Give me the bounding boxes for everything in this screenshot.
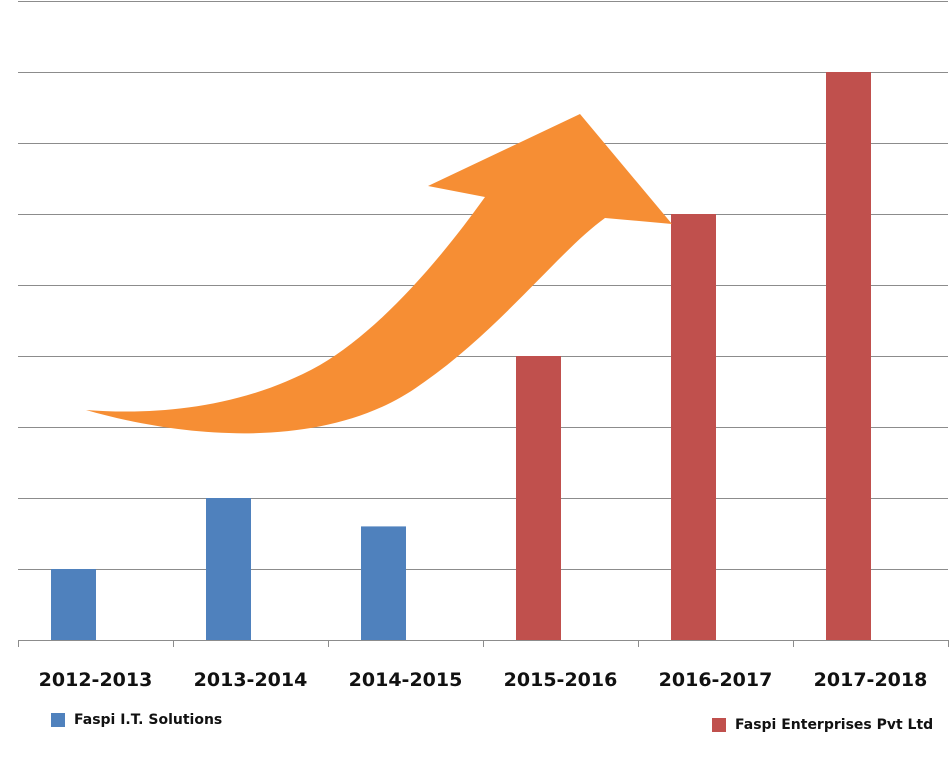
bars [51,72,871,640]
x-axis-tick-labels: 2012-2013 2013-2014 2014-2015 2015-2016 2016… [39,669,928,691]
x-tick-label: 2013-2014 [194,669,308,691]
x-tick-label: 2016-2017 [659,669,773,691]
bar-2017-2018 [826,72,871,640]
x-tick-label: 2012-2013 [39,669,153,691]
legend-label-faspi-enterprises: Faspi Enterprises Pvt Ltd [735,717,934,733]
bar-2014-2015 [361,526,406,640]
legend-swatch-faspi-enterprises [712,718,726,732]
bar-2013-2014 [206,498,251,640]
legend-item-faspi-it-solutions: Faspi I.T. Solutions [51,712,222,728]
bar-2012-2013 [51,569,96,640]
x-tick-label: 2017-2018 [814,669,928,691]
legend-label-faspi-it-solutions: Faspi I.T. Solutions [74,712,223,728]
growth-arrow-shape [86,114,672,434]
legend-swatch-faspi-it-solutions [51,713,65,727]
growth-arrow [86,114,672,434]
x-tick-label: 2014-2015 [349,669,463,691]
bar-2015-2016 [516,356,561,640]
legend-item-faspi-enterprises: Faspi Enterprises Pvt Ltd [712,717,933,733]
x-axis [18,640,949,647]
bar-2016-2017 [671,214,716,640]
x-tick-label: 2015-2016 [504,669,618,691]
